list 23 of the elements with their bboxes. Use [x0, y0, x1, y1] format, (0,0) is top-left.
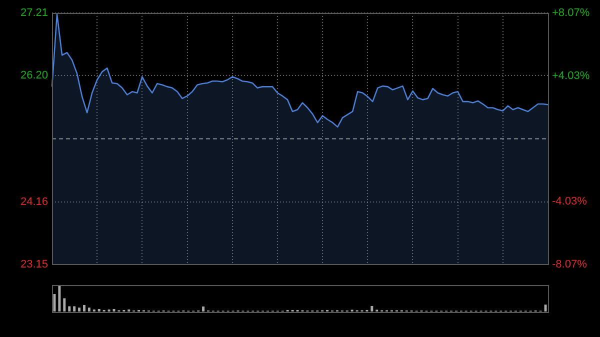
- y2-tick-label: -8.07%: [552, 258, 588, 270]
- bar: [88, 308, 90, 312]
- bar: [98, 308, 100, 312]
- y-tick-label: 24.16: [20, 196, 48, 208]
- bar: [202, 306, 205, 312]
- bar: [63, 298, 66, 312]
- y2-tick-label: -4.03%: [552, 196, 588, 208]
- bar: [370, 306, 374, 312]
- y2-tick-label: +4.03%: [552, 70, 590, 82]
- bar: [92, 309, 96, 312]
- bar: [73, 306, 76, 312]
- bar: [128, 309, 130, 312]
- bar: [78, 308, 81, 312]
- bar: [544, 304, 547, 312]
- bar: [108, 309, 110, 312]
- y2-tick-label: +8.07%: [552, 7, 590, 20]
- y-tick-label: 26.20: [20, 70, 48, 82]
- y-tick-label: 27.21: [20, 7, 48, 20]
- bar: [68, 306, 71, 312]
- bar: [58, 285, 61, 312]
- y-tick-label: 23.15: [20, 258, 48, 270]
- bar: [53, 294, 56, 312]
- bar: [83, 304, 86, 312]
